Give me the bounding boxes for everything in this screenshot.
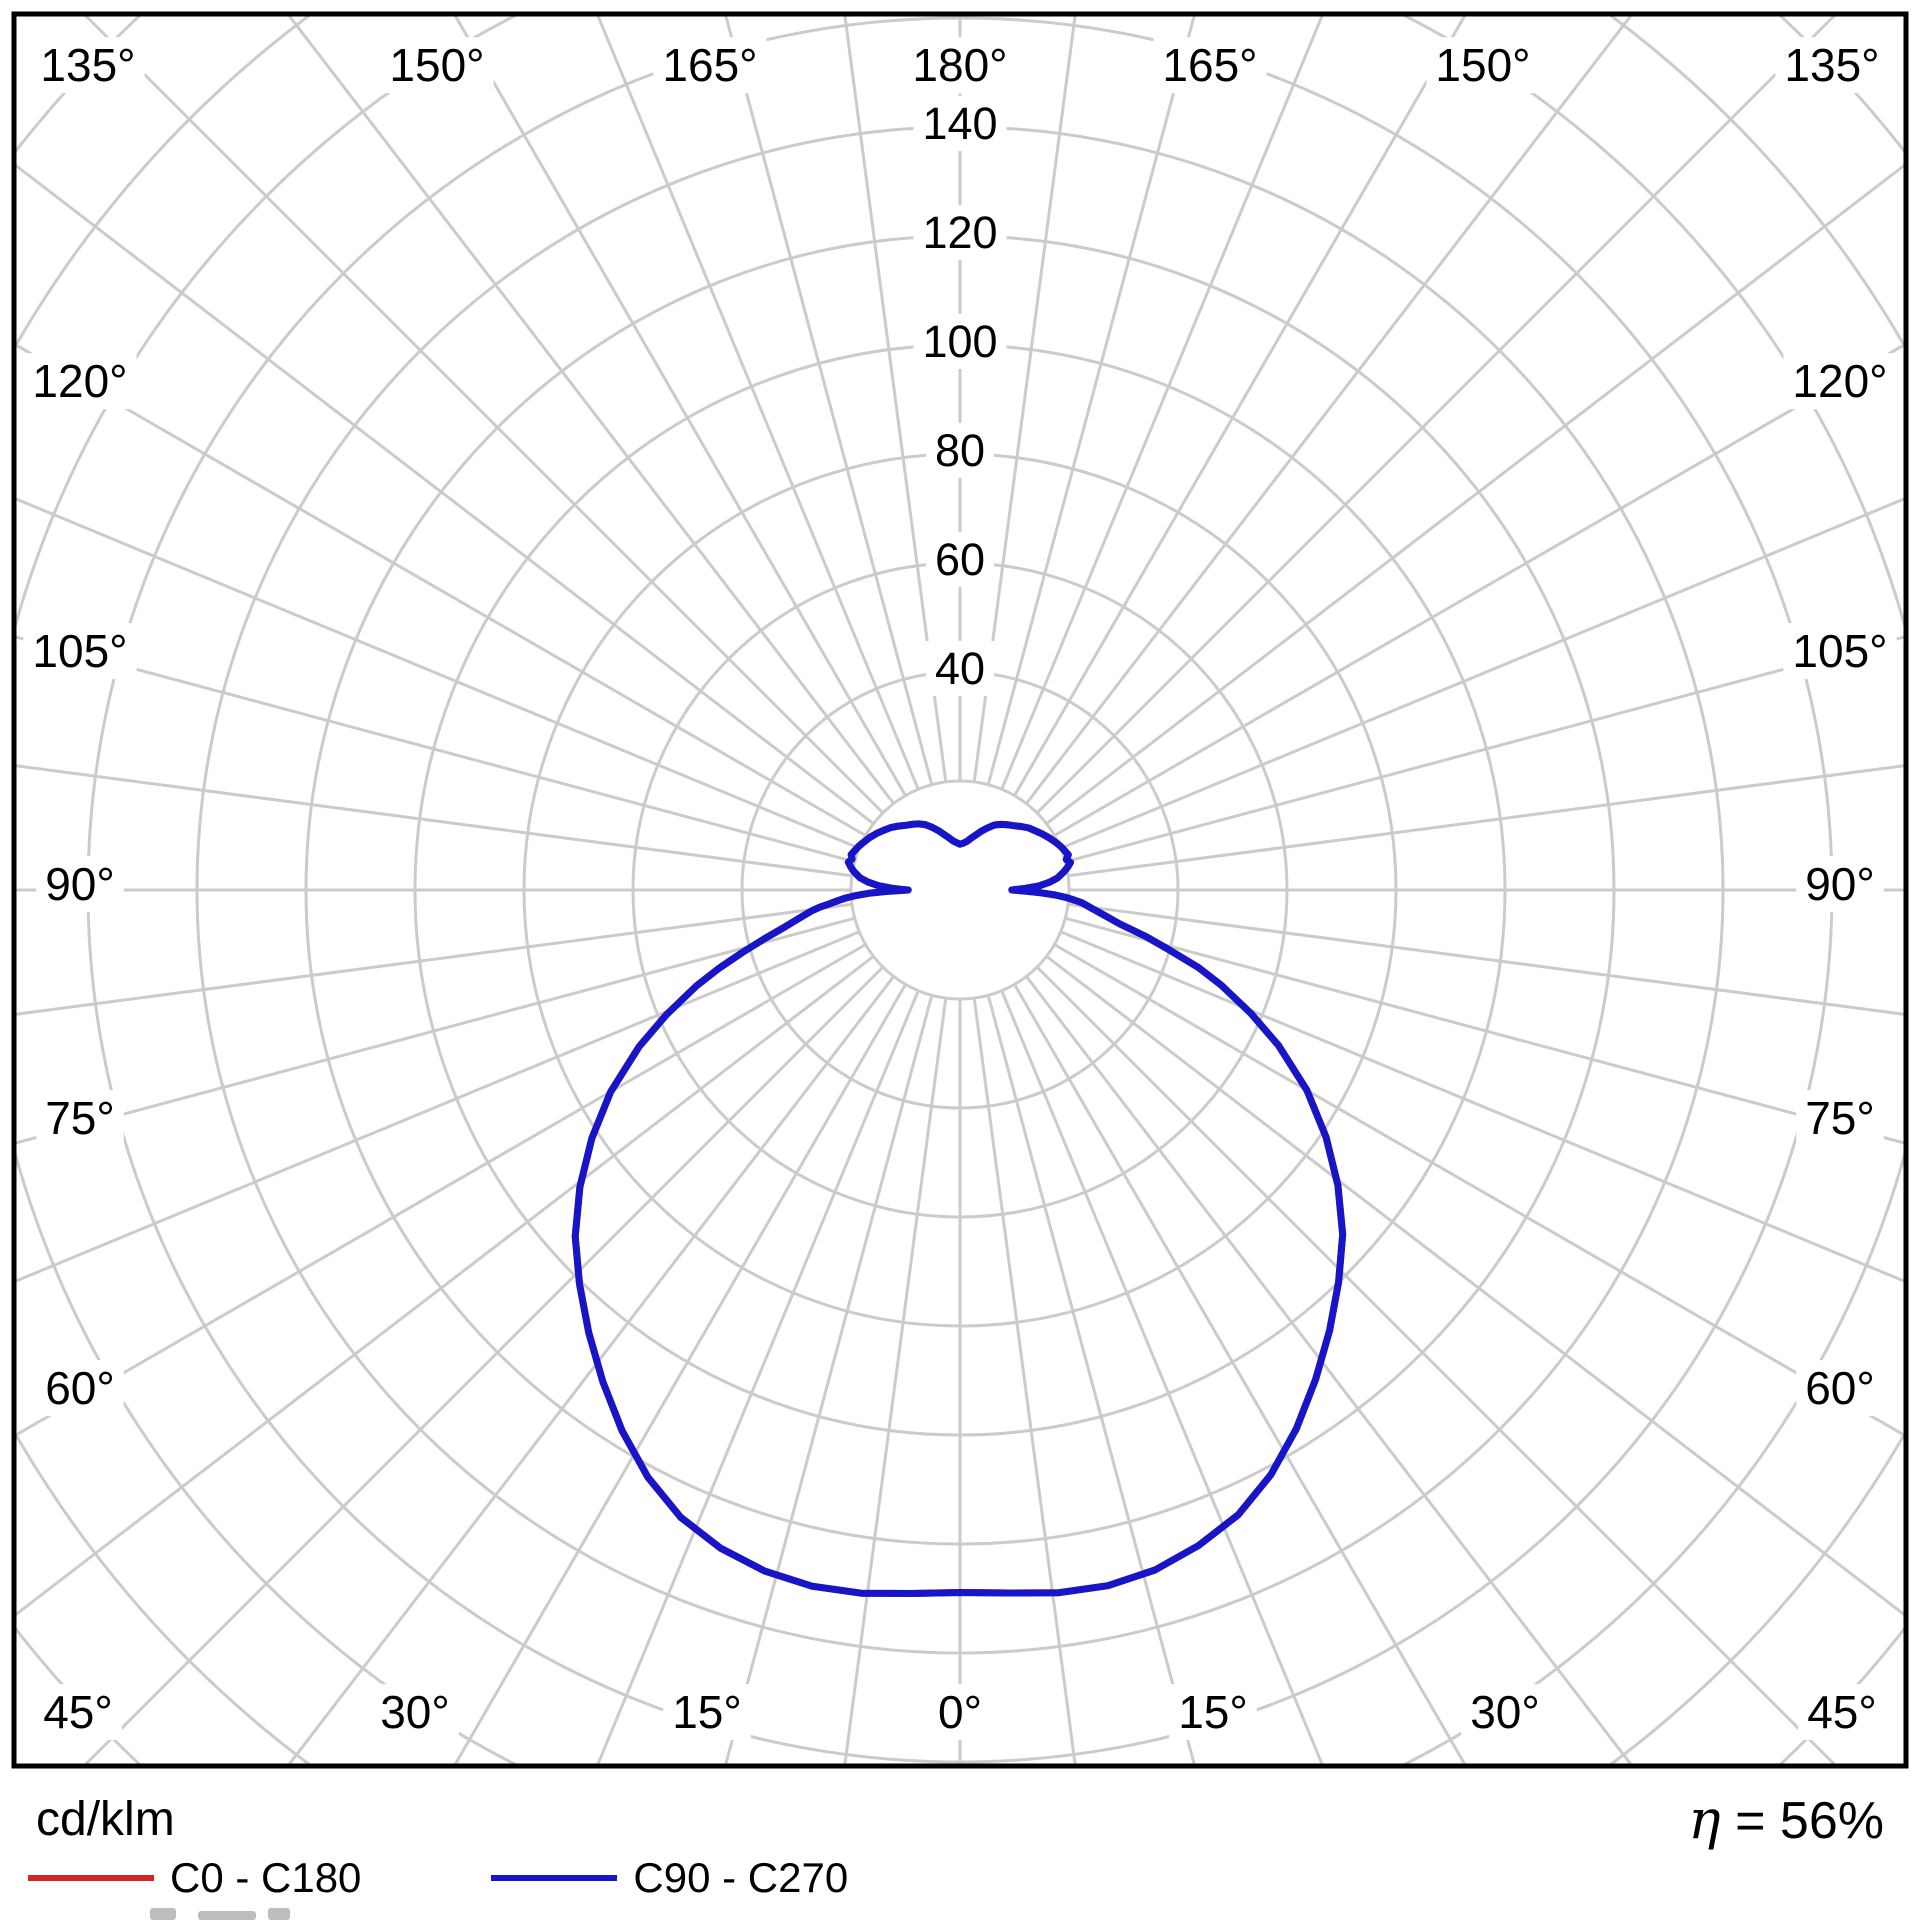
angle-label-top-135°: 135° — [1784, 39, 1879, 91]
angle-label-left-90°: 90° — [45, 858, 115, 910]
angle-label-bottom-30°: 30° — [1470, 1686, 1540, 1738]
angle-label-right-90°: 90° — [1805, 858, 1875, 910]
angle-label-left-105°: 105° — [32, 625, 127, 677]
legend: C0 - C180 C90 - C270 — [28, 1852, 848, 1904]
angle-label-bottom-15°: 15° — [1178, 1686, 1248, 1738]
angle-label-left-45°: 45° — [43, 1686, 113, 1738]
angle-label-top-135°: 135° — [40, 39, 135, 91]
angle-label-left-120°: 120° — [32, 355, 127, 407]
angle-label-left-60°: 60° — [45, 1362, 115, 1414]
angle-label-right-75°: 75° — [1805, 1092, 1875, 1144]
units-label: cd/klm — [36, 1793, 175, 1846]
radial-tick-140: 140 — [922, 98, 997, 149]
radial-tick-80: 80 — [935, 425, 985, 476]
cropped-text-remnant — [198, 1911, 256, 1920]
efficiency-value: = 56% — [1720, 1792, 1884, 1850]
angle-label-top-150°: 150° — [1435, 39, 1530, 91]
angle-label-bottom-30°: 30° — [380, 1686, 450, 1738]
legend-item-c0-c180: C0 - C180 — [28, 1854, 361, 1902]
eta-symbol: η — [1688, 1788, 1721, 1851]
c90-c270-line-swatch — [491, 1875, 618, 1881]
angle-label-bottom-15°: 15° — [672, 1686, 742, 1738]
angle-label-right-60°: 60° — [1805, 1362, 1875, 1414]
radial-tick-60: 60 — [935, 534, 985, 585]
radial-tick-40: 40 — [935, 643, 985, 694]
angle-label-left-75°: 75° — [45, 1092, 115, 1144]
angle-label-bottom-0°: 0° — [938, 1686, 982, 1738]
efficiency-label: η = 56% — [1688, 1788, 1884, 1851]
legend-item-c90-c270: C90 - C270 — [491, 1854, 848, 1902]
angle-label-top-180°: 180° — [912, 39, 1007, 91]
c0-c180-label: C0 - C180 — [170, 1854, 362, 1901]
c90-c270-label: C90 - C270 — [633, 1854, 849, 1901]
angle-label-top-165°: 165° — [1162, 39, 1257, 91]
angle-label-right-45°: 45° — [1807, 1686, 1877, 1738]
c90-c270-curve — [571, 820, 1347, 1597]
radial-tick-100: 100 — [922, 316, 997, 367]
diagram-frame — [11, 11, 1909, 1769]
cropped-text-remnant — [268, 1908, 290, 1920]
angle-label-right-120°: 120° — [1792, 355, 1887, 407]
angle-label-top-150°: 150° — [389, 39, 484, 91]
cropped-text-remnant — [150, 1908, 176, 1920]
c0-c180-line-swatch — [28, 1875, 154, 1881]
angle-label-top-165°: 165° — [662, 39, 757, 91]
radial-tick-120: 120 — [922, 207, 997, 258]
angle-label-right-105°: 105° — [1792, 625, 1887, 677]
